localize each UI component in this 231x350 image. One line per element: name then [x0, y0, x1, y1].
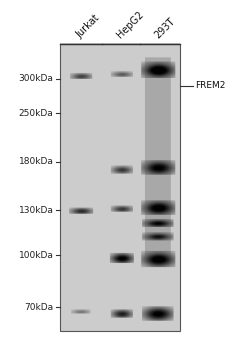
Text: 293T: 293T — [152, 16, 177, 41]
Text: 130kDa: 130kDa — [19, 206, 54, 215]
Text: 180kDa: 180kDa — [19, 157, 54, 166]
Text: 70kDa: 70kDa — [24, 302, 54, 312]
Text: 250kDa: 250kDa — [19, 109, 54, 118]
Text: 300kDa: 300kDa — [19, 74, 54, 83]
Text: HepG2: HepG2 — [115, 10, 146, 41]
Bar — [60, 44, 180, 331]
Text: FREM2: FREM2 — [195, 81, 225, 90]
Text: Jurkat: Jurkat — [75, 13, 102, 41]
Text: 100kDa: 100kDa — [19, 251, 54, 260]
